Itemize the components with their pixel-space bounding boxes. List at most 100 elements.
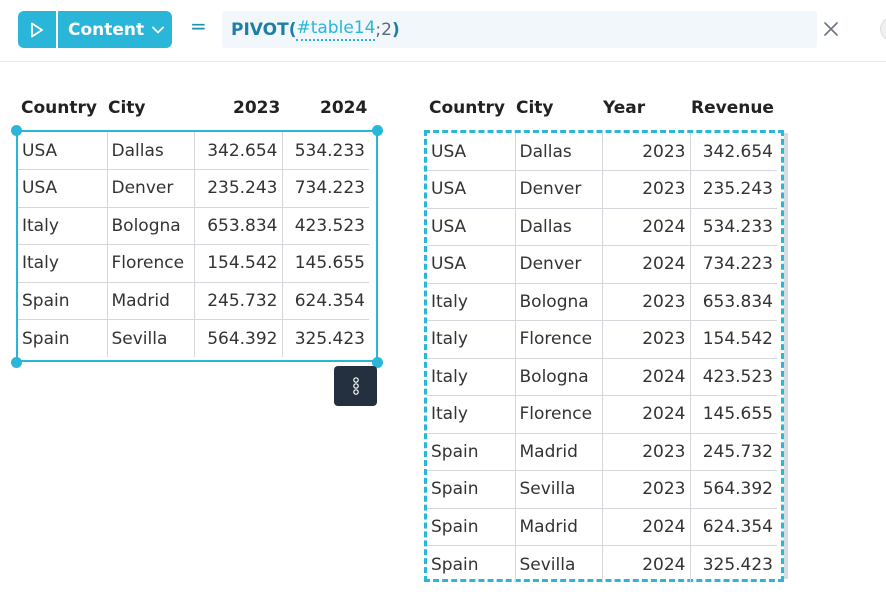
pivot-result-table[interactable]: USA Dallas 2023 342.654 USA Denver 2023 235.243… [424,130,788,583]
table-cell[interactable]: 734.223 [281,169,369,208]
right-header-year: Year [603,98,646,118]
table-cell[interactable]: Dallas [514,207,603,246]
table-cell[interactable]: Spain [427,545,516,583]
table-cell[interactable]: 2023 [601,320,691,359]
table-cell[interactable]: 235.243 [193,169,283,208]
table-cell[interactable]: 2024 [601,507,691,546]
table-cell[interactable]: Italy [427,282,516,321]
chevron-down-icon [152,26,165,33]
table-cell[interactable]: USA [427,133,516,171]
table-cell[interactable]: 154.542 [689,320,777,359]
table-cell[interactable]: USA [18,132,108,170]
table-row: Spain Sevilla 564.392 325.423 [18,319,369,357]
table-cell[interactable]: Dallas [106,132,195,170]
table-row: Italy Florence 2024 145.655 [427,395,777,434]
run-button[interactable] [18,11,56,48]
table-cell[interactable]: 2023 [601,282,691,321]
table-cell[interactable]: 734.223 [689,245,777,284]
table-cell[interactable]: Italy [18,206,108,245]
table-cell[interactable]: 325.423 [689,545,777,583]
table-cell[interactable]: USA [427,245,516,284]
avatar[interactable] [880,16,886,42]
resize-handle-bottom-left[interactable] [11,357,22,368]
table-cell[interactable]: 245.732 [689,432,777,471]
table-cell[interactable]: Sevilla [514,470,603,509]
table-cell[interactable]: 653.834 [193,206,283,245]
table-row: Spain Madrid 245.732 624.354 [18,281,369,320]
table-cell[interactable]: Madrid [106,281,195,320]
resize-handle-top-right[interactable] [372,125,383,136]
vertical-dots-icon [352,377,359,395]
table-cell[interactable]: USA [427,170,516,209]
table-cell[interactable]: Denver [106,169,195,208]
table-cell[interactable]: 653.834 [689,282,777,321]
table-cell[interactable]: 2023 [601,133,691,171]
table-cell[interactable]: 2024 [601,207,691,246]
table-cell[interactable]: 145.655 [689,395,777,434]
table-cell[interactable]: Italy [18,244,108,283]
table-cell[interactable]: 2023 [601,432,691,471]
table-cell[interactable]: Madrid [514,432,603,471]
formula-separator: ; [375,19,382,40]
left-header-2024: 2024 [320,98,368,118]
table-row: Italy Bologna 2023 653.834 [427,282,777,321]
table-row: Spain Madrid 2024 624.354 [427,507,777,546]
table-row: USA Dallas 2023 342.654 [427,133,777,171]
close-button[interactable] [820,18,842,40]
table-cell[interactable]: 245.732 [193,281,283,320]
table-cell[interactable]: Dallas [514,133,603,171]
table-cell[interactable]: 342.654 [193,132,283,170]
table-cell[interactable]: Bologna [106,206,195,245]
formula-input[interactable]: PIVOT(#table14; 2) [222,11,817,48]
table-cell[interactable]: 2024 [601,357,691,396]
table-cell[interactable]: 534.233 [281,132,369,170]
formula-table-ref[interactable]: #table14 [296,18,376,41]
table-cell[interactable]: 2023 [601,170,691,209]
table-cell[interactable]: Florence [514,320,603,359]
table-cell[interactable]: USA [427,207,516,246]
table-cell[interactable]: Italy [427,320,516,359]
table-cell[interactable]: Florence [514,395,603,434]
resize-handle-bottom-right[interactable] [372,357,383,368]
table-cell[interactable]: Spain [18,281,108,320]
table-cell[interactable]: 534.233 [689,207,777,246]
scrollbar[interactable] [784,133,788,579]
table-row: Spain Madrid 2023 245.732 [427,432,777,471]
table-cell[interactable]: 2024 [601,395,691,434]
table-cell[interactable]: Spain [427,507,516,546]
table-cell[interactable]: 2024 [601,545,691,583]
table-cell[interactable]: 145.655 [281,244,369,283]
table-cell[interactable]: Denver [514,245,603,284]
resize-handle-top-left[interactable] [11,125,22,136]
table-cell[interactable]: USA [18,169,108,208]
table-cell[interactable]: Spain [427,432,516,471]
table-cell[interactable]: Spain [427,470,516,509]
table-cell[interactable]: 423.523 [281,206,369,245]
table-menu-button[interactable] [334,366,377,406]
source-table[interactable]: USA Dallas 342.654 534.233 USA Denver 235.243 7… [16,130,378,362]
table-cell[interactable]: 235.243 [689,170,777,209]
table-cell[interactable]: 624.354 [689,507,777,546]
table-cell[interactable]: Denver [514,170,603,209]
content-dropdown[interactable]: Content [58,11,172,48]
table-cell[interactable]: Florence [106,244,195,283]
table-cell[interactable]: 423.523 [689,357,777,396]
table-cell[interactable]: 342.654 [689,133,777,171]
table-cell[interactable]: Bologna [514,282,603,321]
table-cell[interactable]: 154.542 [193,244,283,283]
left-header-country: Country [21,98,97,118]
table-cell[interactable]: 2024 [601,245,691,284]
table-cell[interactable]: 2023 [601,470,691,509]
table-cell[interactable]: Spain [18,319,108,357]
table-cell[interactable]: Sevilla [106,319,195,357]
table-cell[interactable]: 564.392 [193,319,283,357]
table-cell[interactable]: 624.354 [281,281,369,320]
table-cell[interactable]: 325.423 [281,319,369,357]
table-cell[interactable]: Italy [427,357,516,396]
right-header-revenue: Revenue [691,98,774,118]
table-cell[interactable]: Madrid [514,507,603,546]
table-cell[interactable]: Italy [427,395,516,434]
table-cell[interactable]: Sevilla [514,545,603,583]
table-cell[interactable]: 564.392 [689,470,777,509]
table-cell[interactable]: Bologna [514,357,603,396]
